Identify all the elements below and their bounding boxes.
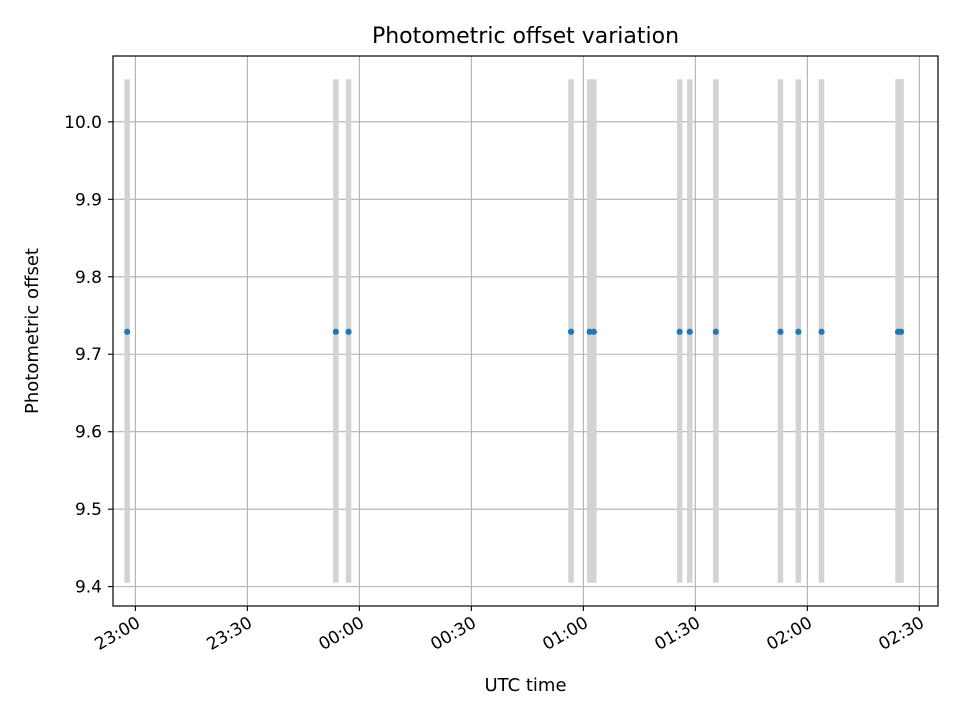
- y-axis-label: Photometric offset: [22, 248, 43, 414]
- plot-area-frame: [112, 55, 939, 607]
- data-point: [345, 328, 352, 335]
- data-point: [567, 328, 575, 335]
- y-tick-label: 9.6: [75, 423, 102, 443]
- data-point: [590, 328, 597, 335]
- data-point: [686, 328, 693, 335]
- data-point: [124, 328, 131, 335]
- data-point: [712, 328, 719, 335]
- y-tick-label: 9.8: [75, 268, 102, 288]
- y-tick-label: 9.5: [75, 500, 102, 520]
- data-points: [124, 328, 905, 335]
- data-point: [897, 328, 905, 335]
- y-axis-ticks: 9.4 9.5 9.6 9.7 9.8 9.9 10.0: [64, 113, 113, 598]
- y-tick-label: 10.0: [64, 113, 102, 133]
- y-tick-label: 9.7: [75, 345, 102, 365]
- chart-title: Photometric offset variation: [372, 24, 679, 49]
- y-tick-label: 9.9: [75, 190, 102, 210]
- y-tick-label: 9.4: [75, 578, 102, 598]
- data-point: [795, 328, 802, 335]
- data-point: [777, 328, 784, 335]
- data-point: [818, 328, 825, 335]
- data-point: [676, 328, 683, 335]
- data-point: [332, 328, 339, 335]
- x-axis-label: UTC time: [484, 675, 566, 696]
